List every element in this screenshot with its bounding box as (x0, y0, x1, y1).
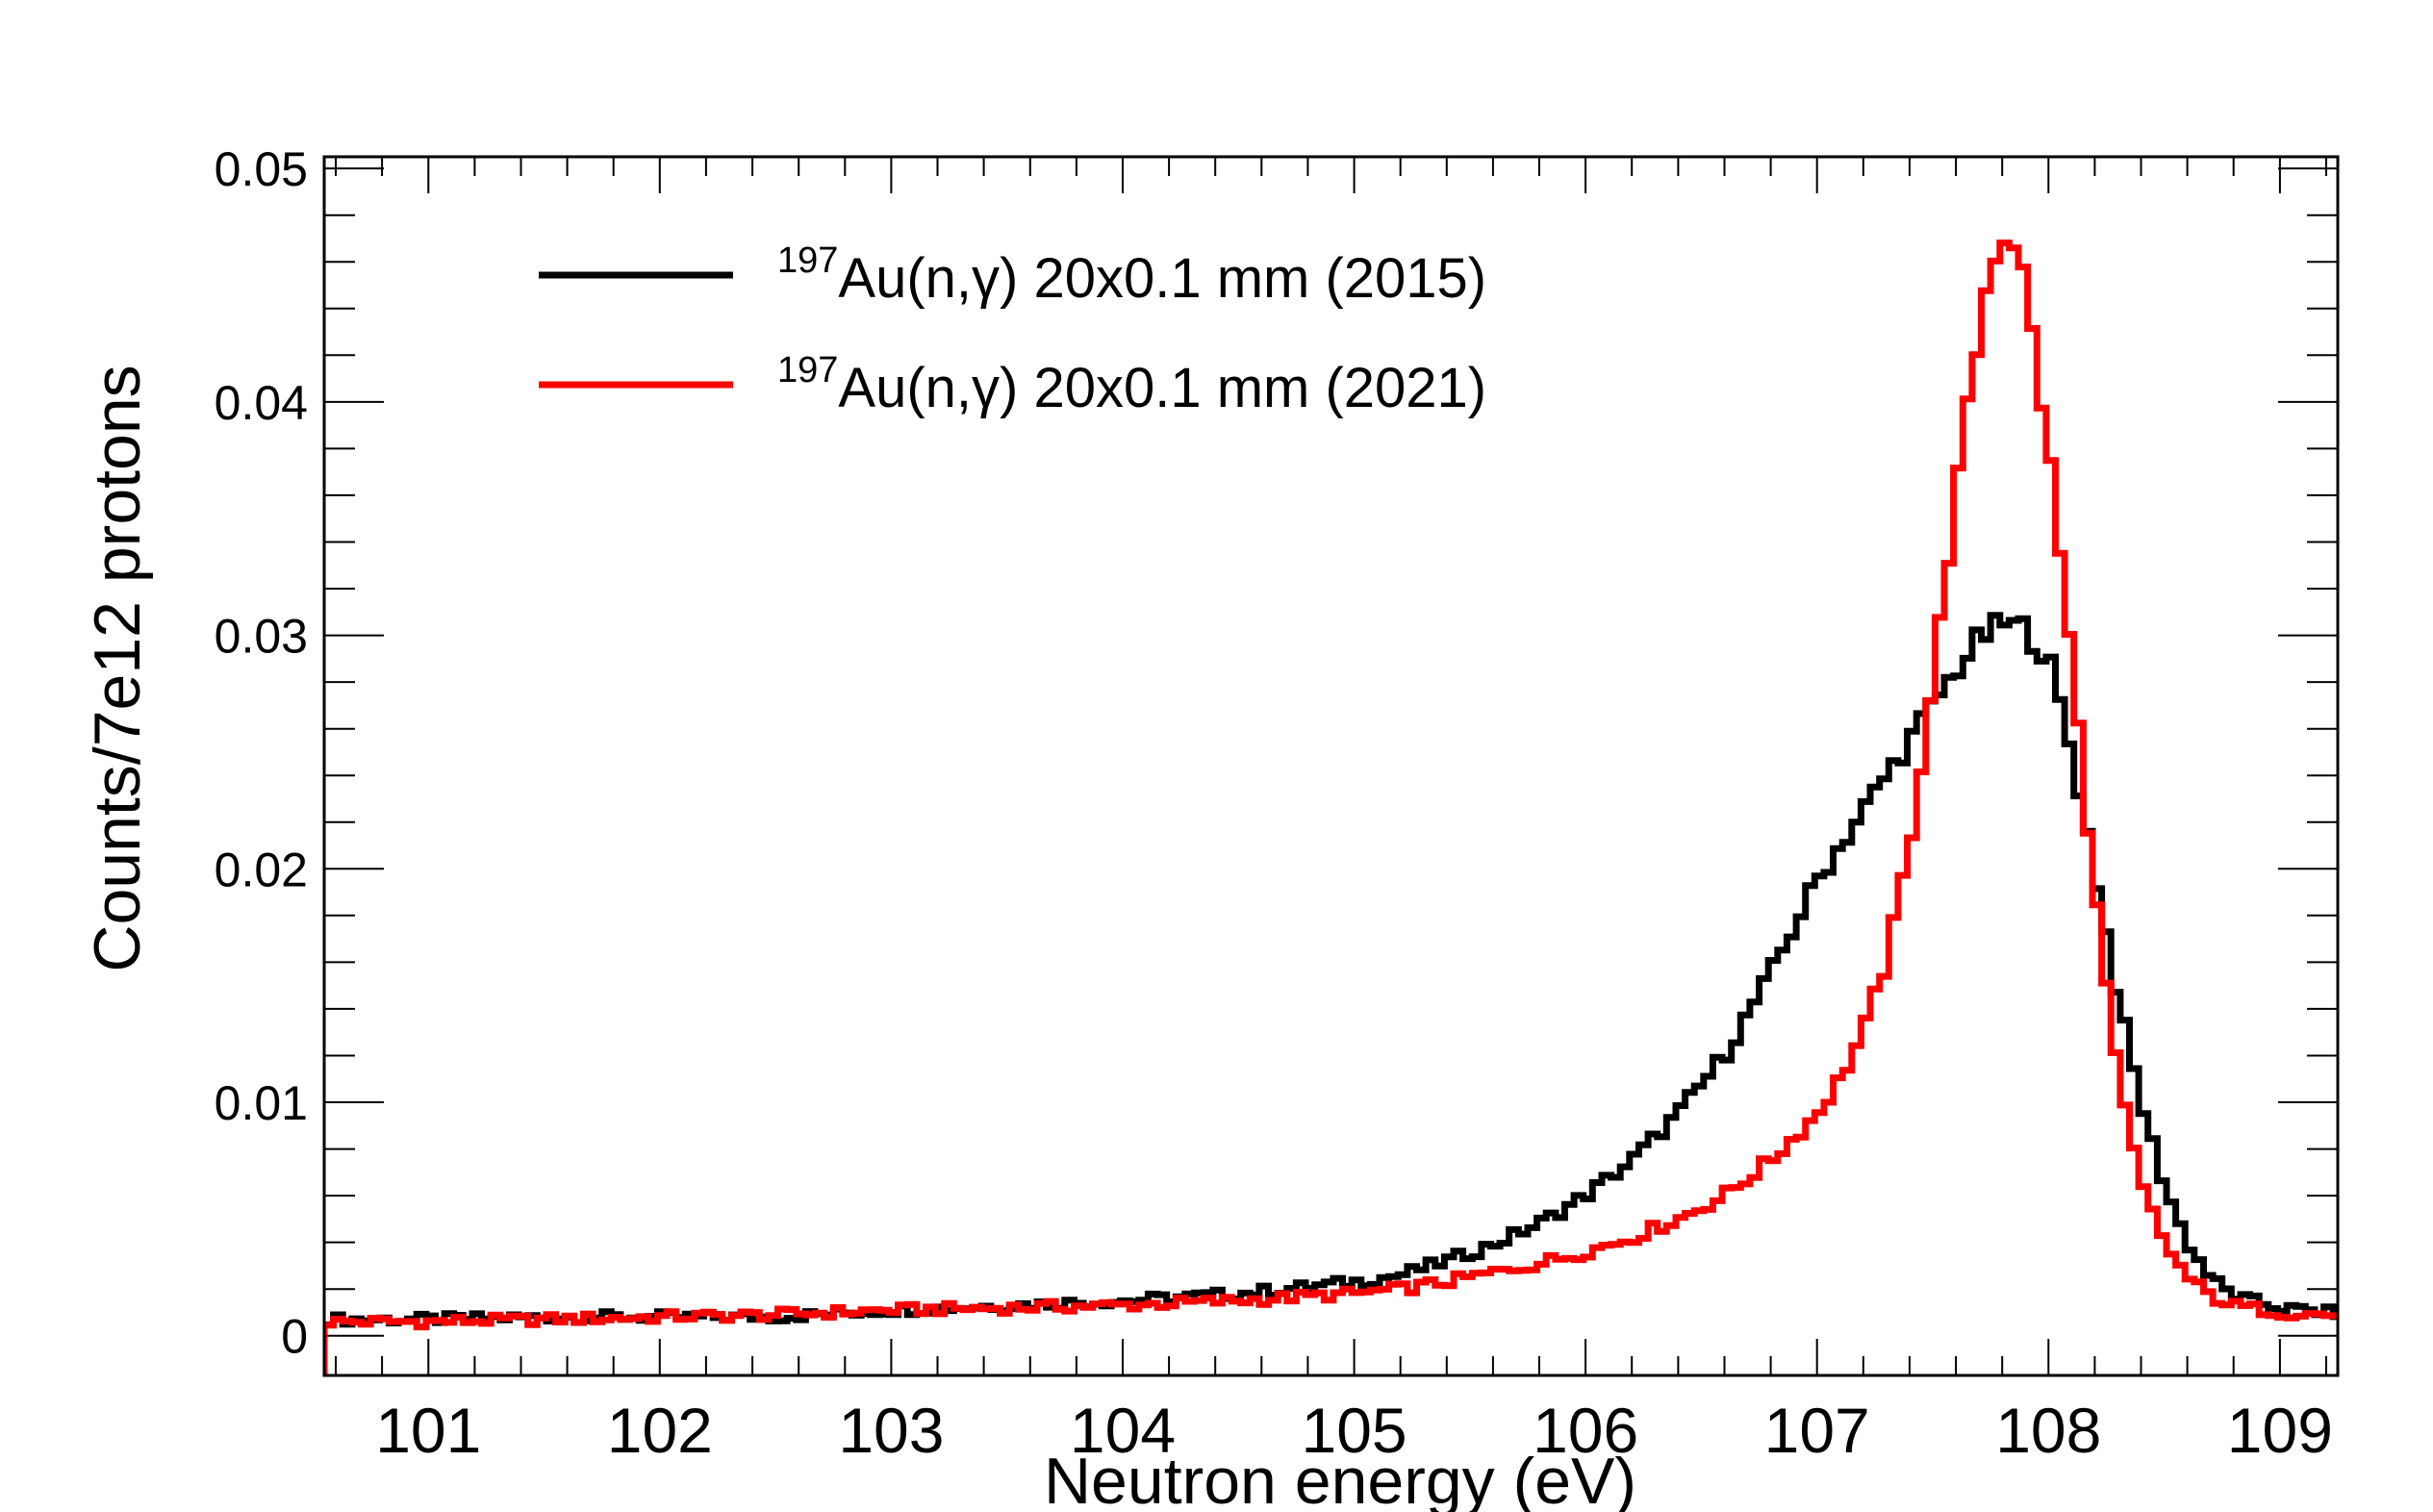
series-line-2 (324, 239, 2338, 1375)
y-tick-label: 0.01 (215, 1076, 308, 1130)
legend: 197Au(n,γ) 20x0.1 mm (2015) 197Au(n,γ) 20… (539, 240, 1486, 419)
y-tick-label: 0.03 (215, 610, 308, 664)
tick-labels: 101 102 103 104 105 106 107 108 109 0 0.01 0.02 0.03… (215, 142, 2333, 1466)
x-tick-label: 102 (607, 1395, 713, 1466)
plot-frame (322, 155, 2340, 1377)
legend-label-2: 197Au(n,γ) 20x0.1 mm (2021) (777, 350, 1486, 419)
tick-marks (324, 157, 2338, 1375)
x-tick-label: 109 (2227, 1395, 2333, 1466)
x-axis-label: Neutron energy (eV) (1044, 1445, 1636, 1512)
x-tick-label: 105 (1301, 1395, 1407, 1466)
x-tick-label: 108 (1995, 1395, 2101, 1466)
x-tick-label: 104 (1070, 1395, 1176, 1466)
axis-ticks (324, 157, 2338, 1375)
legend-label-1: 197Au(n,γ) 20x0.1 mm (2015) (777, 240, 1486, 310)
series-layer (324, 239, 2338, 1375)
y-tick-label: 0.04 (215, 376, 308, 430)
x-tick-label: 107 (1764, 1395, 1870, 1466)
x-tick-label: 103 (838, 1395, 944, 1466)
y-axis-label: Counts/7e12 protons (81, 365, 154, 971)
y-tick-label: 0.05 (215, 142, 308, 196)
x-tick-label: 106 (1533, 1395, 1638, 1466)
y-tick-label: 0 (281, 1310, 308, 1364)
y-tick-label: 0.02 (215, 843, 308, 896)
x-tick-label: 101 (375, 1395, 481, 1466)
